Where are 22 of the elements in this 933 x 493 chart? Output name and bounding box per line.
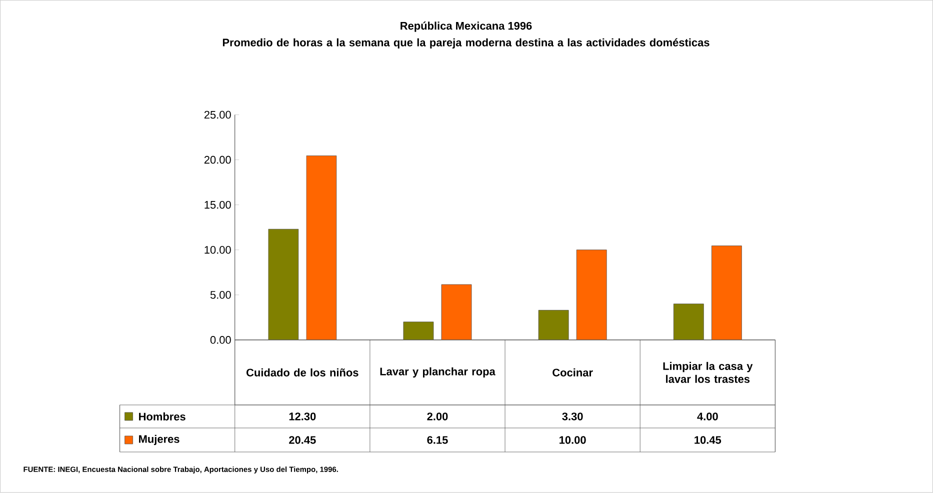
x-tick-label: Cuidado de los niños — [246, 368, 358, 377]
y-tick-label: 20.00 — [204, 156, 231, 164]
y-tick-label: 0.00 — [210, 336, 231, 344]
y-tick-label: 10.00 — [204, 246, 231, 254]
y-tick-label: 15.00 — [204, 201, 231, 209]
data-label: 4.00 — [697, 412, 718, 420]
data-label: 10.45 — [694, 436, 722, 444]
chart-title: República Mexicana 1996 — [400, 22, 532, 32]
x-tick-label: Lavar y planchar ropa — [380, 367, 496, 378]
y-tick-label: 25.00 — [204, 111, 231, 119]
data-label: 3.30 — [562, 412, 583, 420]
x-tick-label: Cocinar — [552, 368, 593, 377]
x-tick-label: Limpiar la casa y lavar los trastes — [663, 362, 753, 384]
data-label: 2.00 — [427, 412, 448, 420]
data-label: 12.30 — [289, 412, 316, 420]
y-tick-label: 5.00 — [210, 291, 231, 299]
data-label: 6.15 — [427, 436, 448, 444]
data-label: 10.00 — [560, 436, 586, 444]
legend-label: Hombres — [139, 412, 186, 421]
chart-subtitle: Promedio de horas a la semana que la pareja moderna destina a las actividades domésticas — [222, 38, 710, 49]
legend-label: Mujeres — [139, 435, 180, 446]
data-label: 20.45 — [289, 436, 316, 444]
